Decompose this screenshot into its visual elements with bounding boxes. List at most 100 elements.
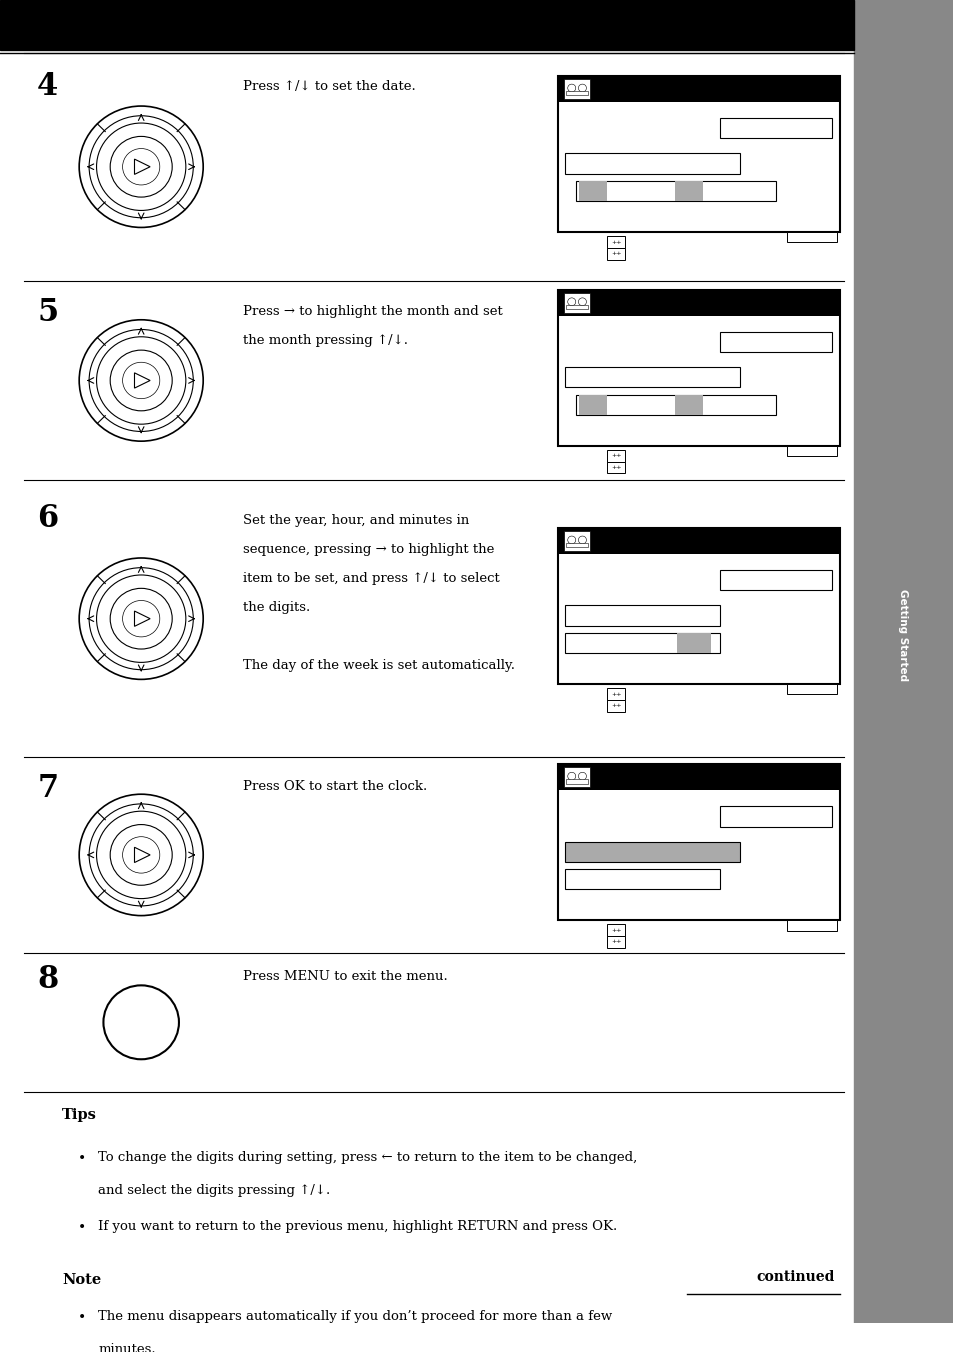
Text: the digits.: the digits. (243, 600, 310, 614)
Circle shape (567, 84, 576, 92)
Bar (578, 395, 607, 415)
Bar (558, 76, 839, 101)
Text: item to be set, and press ↑/↓ to select: item to be set, and press ↑/↓ to select (243, 572, 499, 585)
Text: ++: ++ (611, 691, 621, 696)
Circle shape (578, 297, 586, 306)
Bar (720, 333, 832, 352)
Circle shape (96, 811, 186, 899)
Circle shape (89, 568, 193, 669)
Bar (607, 247, 624, 260)
Bar (563, 293, 590, 312)
Bar (786, 684, 836, 695)
Text: To change the digits during setting, press ← to return to the item to be changed: To change the digits during setting, pre… (98, 1152, 637, 1164)
Text: Note: Note (62, 1274, 101, 1287)
Circle shape (567, 297, 576, 306)
Text: ++: ++ (611, 940, 621, 945)
Bar (607, 688, 624, 700)
Bar (564, 368, 739, 388)
Bar (674, 181, 702, 201)
Text: 7: 7 (37, 772, 58, 803)
Bar (786, 921, 836, 930)
Text: minutes.: minutes. (98, 1344, 155, 1352)
Bar (558, 529, 839, 554)
Text: •: • (78, 1152, 87, 1165)
Text: the month pressing ↑/↓.: the month pressing ↑/↓. (243, 334, 408, 346)
Text: Tips: Tips (62, 1107, 97, 1122)
Bar (720, 806, 832, 826)
Bar (558, 289, 839, 315)
Circle shape (89, 804, 193, 906)
Bar (0, 0, 853, 50)
Bar (720, 118, 832, 138)
Text: sequence, pressing → to highlight the: sequence, pressing → to highlight the (243, 542, 494, 556)
Bar (674, 395, 702, 415)
Bar (566, 91, 587, 96)
Text: ++: ++ (611, 927, 621, 933)
Text: Set the year, hour, and minutes in: Set the year, hour, and minutes in (243, 514, 469, 526)
Circle shape (110, 825, 172, 886)
Bar (564, 153, 739, 173)
Bar (607, 700, 624, 711)
Bar (566, 304, 587, 310)
Text: ++: ++ (611, 465, 621, 470)
Circle shape (103, 986, 179, 1059)
Text: and select the digits pressing ↑/↓.: and select the digits pressing ↑/↓. (98, 1184, 330, 1198)
Text: 8: 8 (37, 964, 58, 995)
Circle shape (110, 350, 172, 411)
Bar (564, 606, 720, 626)
Text: Press OK to start the clock.: Press OK to start the clock. (243, 780, 427, 794)
Text: The menu disappears automatically if you don’t proceed for more than a few: The menu disappears automatically if you… (98, 1310, 612, 1324)
Text: continued: continued (756, 1270, 834, 1283)
Circle shape (578, 535, 586, 544)
Circle shape (96, 575, 186, 662)
Text: ++: ++ (611, 239, 621, 245)
Bar (676, 633, 710, 653)
Bar (576, 181, 776, 201)
Circle shape (122, 362, 159, 399)
Bar (576, 395, 776, 415)
Circle shape (567, 772, 576, 780)
Text: 4: 4 (37, 72, 58, 103)
Text: Getting Started: Getting Started (898, 589, 907, 681)
Text: 6: 6 (37, 503, 58, 534)
Circle shape (578, 84, 586, 92)
Bar (607, 237, 624, 247)
Bar (566, 779, 587, 784)
Text: Press MENU to exit the menu.: Press MENU to exit the menu. (243, 969, 448, 983)
Bar (578, 181, 607, 201)
Circle shape (122, 600, 159, 637)
Bar (566, 544, 587, 548)
Circle shape (89, 116, 193, 218)
Circle shape (96, 337, 186, 425)
Text: •: • (78, 1310, 87, 1324)
Bar (558, 764, 839, 790)
Bar (558, 76, 839, 233)
Bar (607, 450, 624, 461)
Bar (607, 925, 624, 936)
Bar (558, 529, 839, 684)
Text: Press ↑/↓ to set the date.: Press ↑/↓ to set the date. (243, 80, 416, 93)
Circle shape (122, 837, 159, 873)
Circle shape (578, 772, 586, 780)
Bar (563, 78, 590, 99)
Bar (607, 936, 624, 948)
Text: ++: ++ (611, 703, 621, 708)
Circle shape (89, 330, 193, 431)
Bar (558, 764, 839, 921)
Circle shape (122, 149, 159, 185)
Bar (607, 461, 624, 473)
Bar (720, 571, 832, 591)
Text: The day of the week is set automatically.: The day of the week is set automatically… (243, 660, 515, 672)
Bar (563, 767, 590, 787)
Circle shape (567, 535, 576, 544)
Circle shape (110, 137, 172, 197)
Bar (558, 289, 839, 446)
Bar (786, 446, 836, 456)
Bar (564, 633, 720, 653)
Bar (564, 869, 720, 890)
Text: Press → to highlight the month and set: Press → to highlight the month and set (243, 304, 502, 318)
Bar (853, 0, 953, 1324)
Bar (563, 531, 590, 552)
Bar (564, 841, 739, 861)
Text: •: • (78, 1220, 87, 1234)
